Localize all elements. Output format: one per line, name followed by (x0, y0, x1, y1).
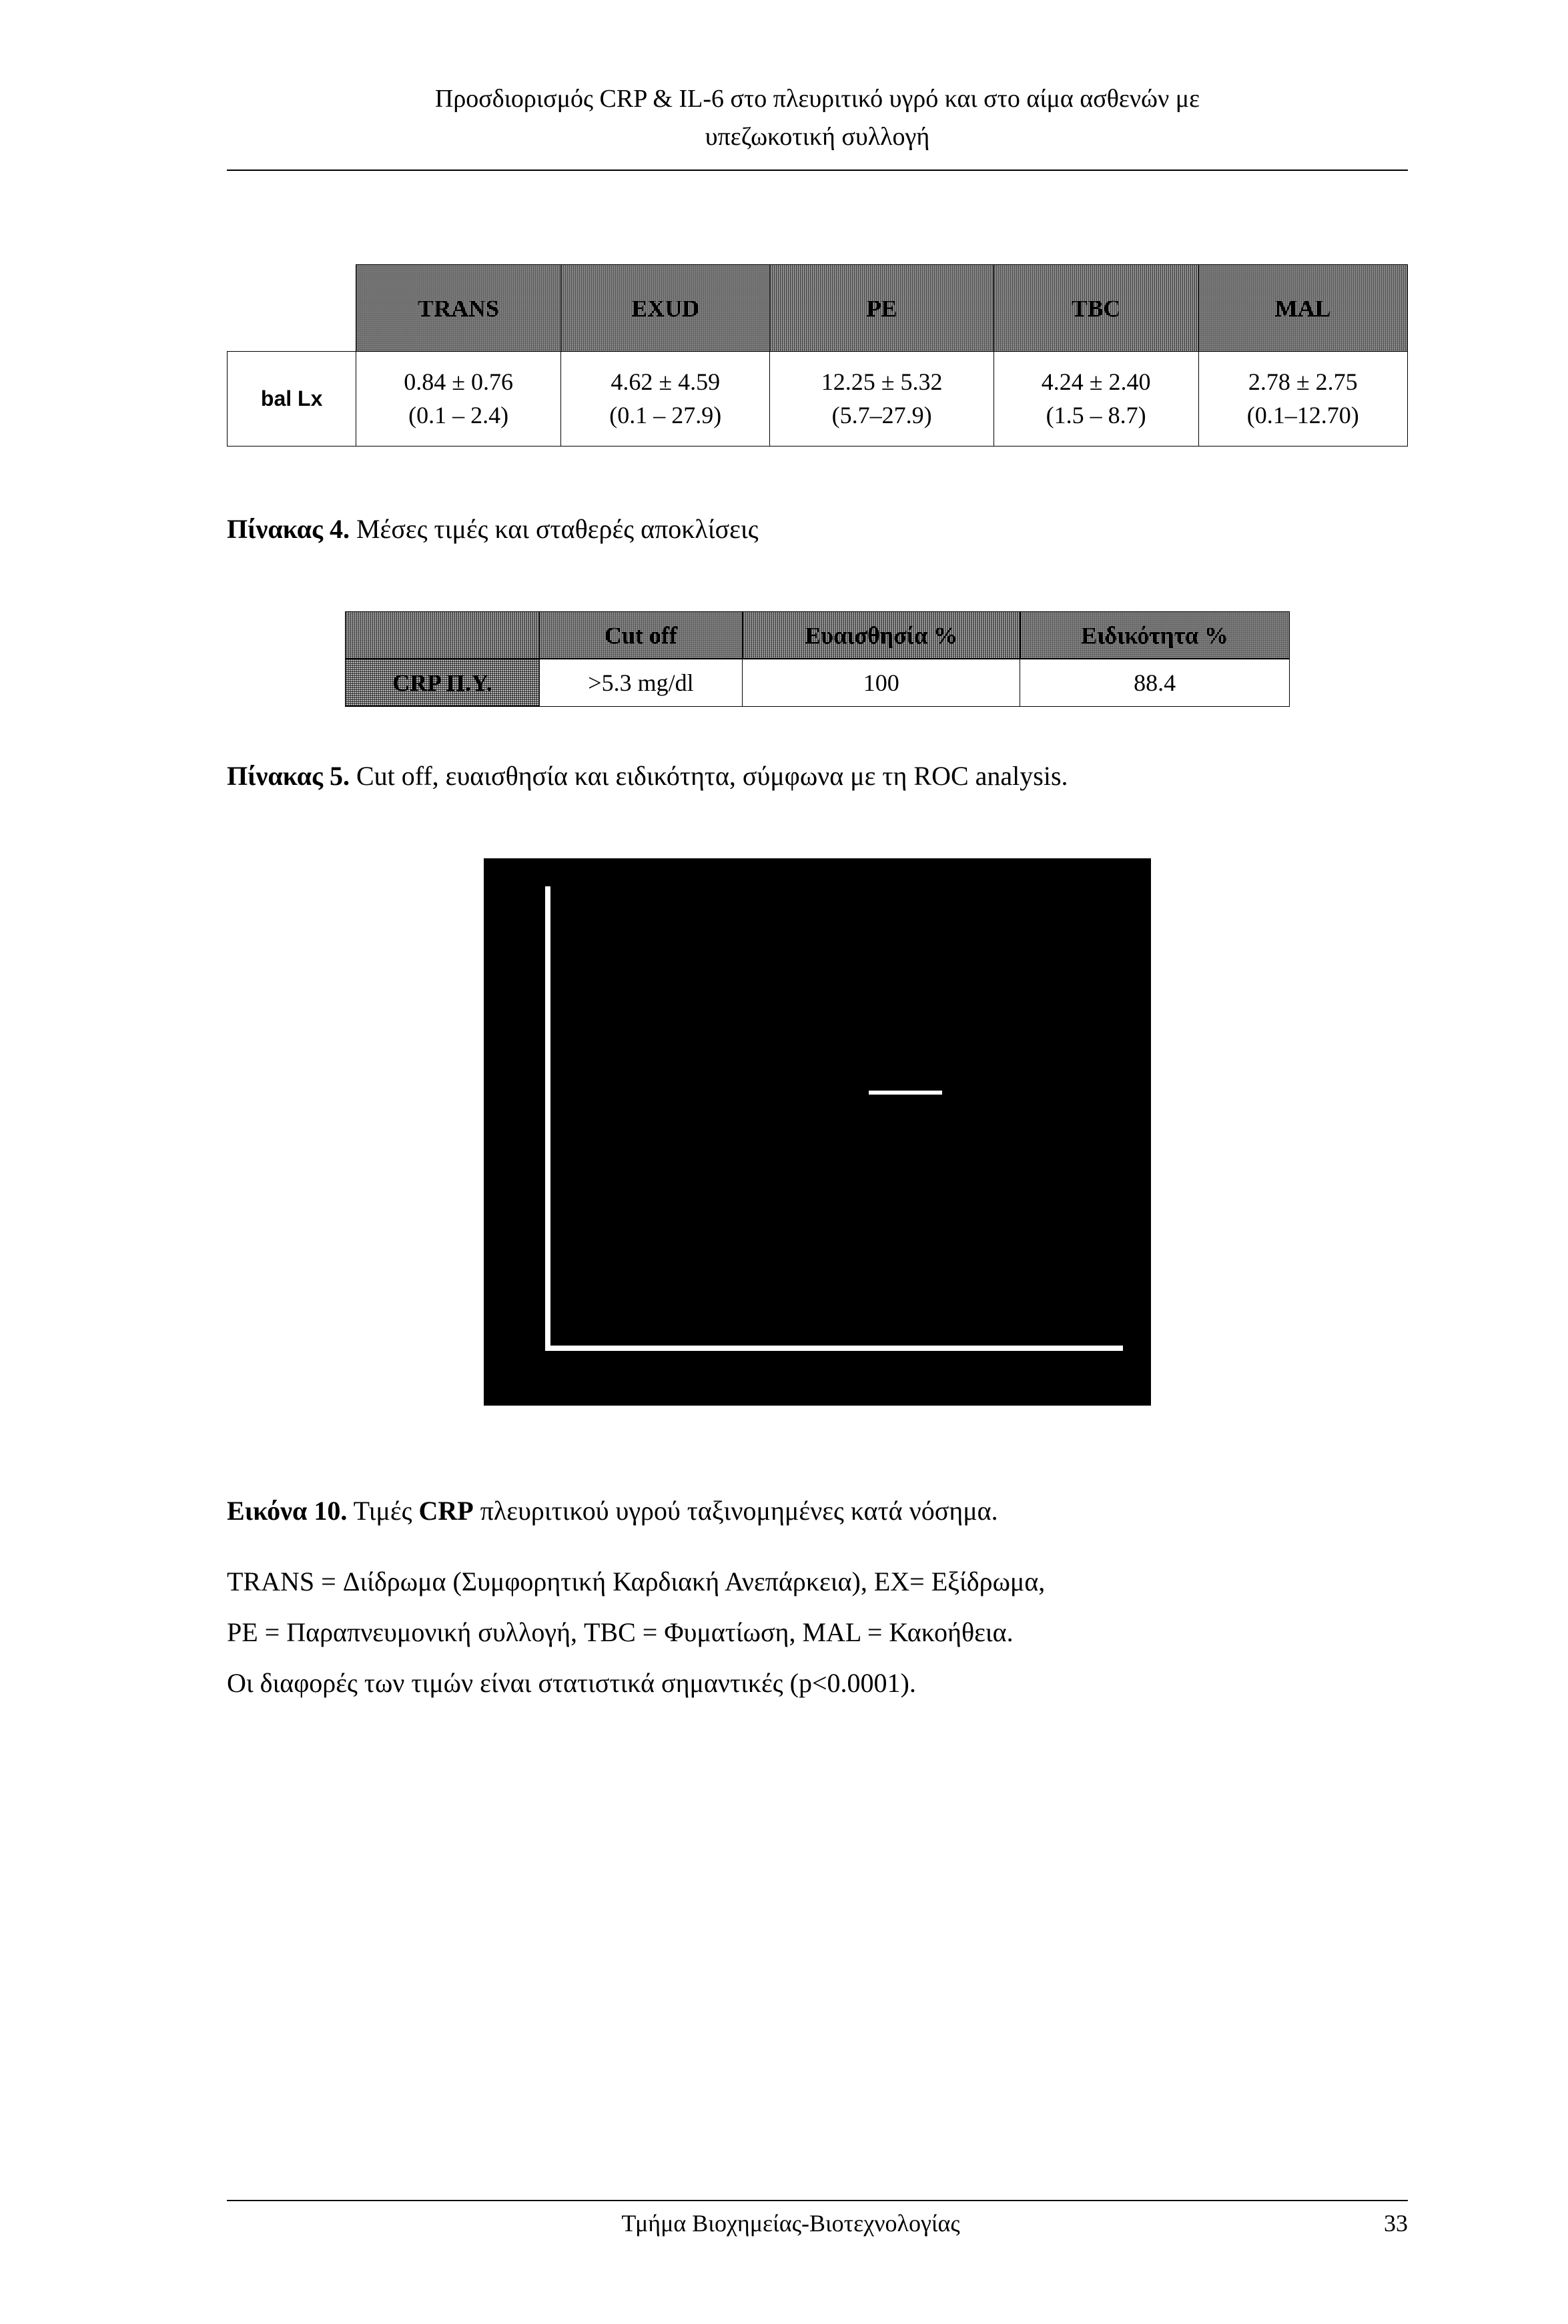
fig10-line4: Οι διαφορές των τιμών είναι στατιστικά σ… (227, 1658, 1408, 1709)
caption-table-4: Πίνακας 4. Μέσες τιμές και σταθερές αποκ… (227, 513, 1408, 545)
x-axis-icon (545, 1346, 1123, 1351)
table4-mean-4: 2.78 ± 2.75 (1248, 368, 1358, 395)
table5-corner (346, 611, 540, 659)
chart-plot-area (545, 886, 1123, 1351)
caption5-bold: Πίνακας 5. (227, 761, 350, 791)
table5-col-spec: Ειδικότητα % (1020, 611, 1290, 659)
caption-table-5: Πίνακας 5. Cut off, ευαισθησία και ειδικ… (227, 760, 1408, 792)
table4-col-trans: TRANS (356, 265, 561, 352)
table4-cell-0: 0.84 ± 0.76 (0.1 – 2.4) (356, 352, 561, 447)
table5-col-cutoff: Cut off (539, 611, 742, 659)
table5-cell-1: 100 (743, 659, 1020, 706)
header-line1: Προσδιορισμός CRP & IL-6 στο πλευριτικό … (435, 85, 1200, 113)
table4-col-pe: PE (770, 265, 994, 352)
table4-col-exud: EXUD (561, 265, 770, 352)
table4-cell-1: 4.62 ± 4.59 (0.1 – 27.9) (561, 352, 770, 447)
fig10-line3: PE = Παραπνευμονική συλλογή, TBC = Φυματ… (227, 1607, 1408, 1658)
table4-range-4: (0.1–12.70) (1247, 402, 1359, 428)
table5-cell-2: 88.4 (1020, 659, 1290, 706)
table4-mean-1: 4.62 ± 4.59 (611, 368, 720, 395)
page-header: Προσδιορισμός CRP & IL-6 στο πλευριτικό … (227, 80, 1408, 171)
table-4: TRANS EXUD PE TBC MAL bal Lx 0.84 ± 0.76… (227, 264, 1408, 447)
table5-col-sens: Ευαισθησία % (743, 611, 1020, 659)
fig10-rest1b: πλευριτικού υγρού ταξινομημένες κατά νόσ… (474, 1496, 998, 1526)
chart-canvas (484, 858, 1151, 1406)
fig10-bold2: CRP (419, 1496, 474, 1526)
caption5-rest: Cut off, ευαισθησία και ειδικότητα, σύμφ… (350, 761, 1068, 791)
caption-figure-10: Εικόνα 10. Τιμές CRP πλευριτικού υγρού τ… (227, 1486, 1408, 1536)
header-line2: υπεζωκοτική συλλογή (227, 118, 1408, 156)
table4-col-mal: MAL (1198, 265, 1407, 352)
caption4-rest: Μέσες τιμές και σταθερές αποκλίσεις (350, 514, 759, 544)
table4-cell-2: 12.25 ± 5.32 (5.7–27.9) (770, 352, 994, 447)
table4-range-3: (1.5 – 8.7) (1046, 402, 1146, 428)
table4-range-0: (0.1 – 2.4) (408, 402, 508, 428)
table4-range-2: (5.7–27.9) (832, 402, 932, 428)
table4-cell-3: 4.24 ± 2.40 (1.5 – 8.7) (994, 352, 1198, 447)
fig10-bold1: Εικόνα 10. (227, 1496, 347, 1526)
footer-page-number: 33 (1354, 2209, 1408, 2237)
table4-mean-3: 4.24 ± 2.40 (1042, 368, 1151, 395)
y-axis-icon (545, 886, 550, 1351)
fig10-rest1a: Τιμές (347, 1496, 418, 1526)
table4-col-tbc: TBC (994, 265, 1198, 352)
table4-corner (228, 265, 356, 352)
table4-mean-0: 0.84 ± 0.76 (404, 368, 513, 395)
table4-row-label: bal Lx (228, 352, 356, 447)
fig10-line2: TRANS = Διίδρωμα (Συμφορητική Καρδιακή Α… (227, 1556, 1408, 1607)
footer-dept: Τμήμα Βιοχημείας-Βιοτεχνολογίας (227, 2209, 1354, 2237)
group-ci-mark-icon (869, 1091, 942, 1095)
page-footer: Τμήμα Βιοχημείας-Βιοτεχνολογίας 33 (227, 2200, 1408, 2237)
table4-mean-2: 12.25 ± 5.32 (821, 368, 943, 395)
table-5: Cut off Ευαισθησία % Ειδικότητα % CRP Π.… (345, 611, 1290, 707)
caption4-bold: Πίνακας 4. (227, 514, 350, 544)
table4-range-1: (0.1 – 27.9) (609, 402, 721, 428)
table5-cell-0: >5.3 mg/dl (539, 659, 742, 706)
chart-figure-10: p<0.0001 p<0.0001 p<0.0001 (484, 858, 1151, 1406)
table4-cell-4: 2.78 ± 2.75 (0.1–12.70) (1198, 352, 1407, 447)
table5-row-label: CRP Π.Υ. (346, 659, 540, 706)
